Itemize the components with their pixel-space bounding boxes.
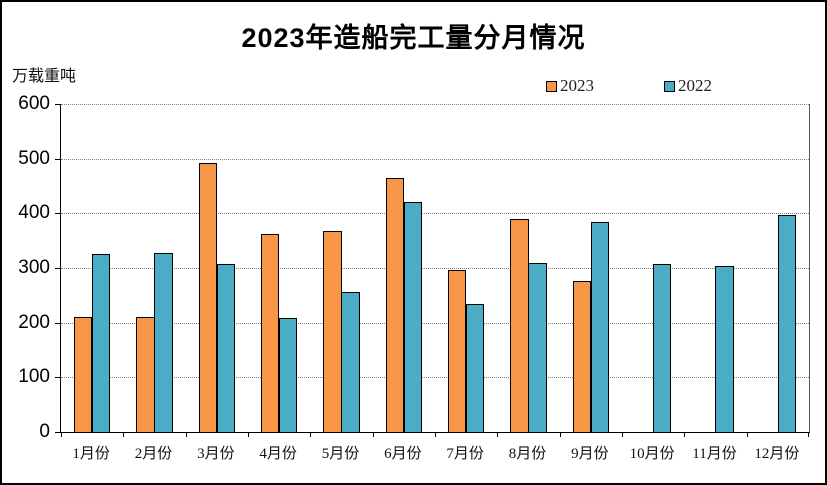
bar-2022-12月份 [777,214,797,432]
bar-2022-11月份 [715,266,734,432]
chart-title: 2023年造船完工量分月情况 [241,23,586,53]
y-axis-tick [55,322,61,324]
x-axis-label-5月份: 5月份 [321,446,360,462]
legend-item-2022: 2022 [664,76,712,96]
bar-2023-9月份 [572,281,592,432]
y-axis-unit-label: 万载重吨 [12,68,77,85]
gridline-100 [61,377,809,379]
y-axis-tick-label: 500 [18,147,50,169]
x-axis-tick [746,432,748,437]
x-axis-tick [808,432,809,437]
x-axis-tick [248,432,249,437]
y-axis-tick-label: 100 [18,366,50,388]
x-axis-label-7月份: 7月份 [446,446,484,462]
bar-2022-8月份 [528,262,547,432]
bar-2022-10月份 [653,263,672,432]
x-axis-label-4月份: 4月份 [259,446,297,462]
x-axis-label-10月份: 10月份 [629,446,675,462]
x-axis-tick [310,432,312,437]
x-axis-tick [123,432,125,437]
y-axis-tick-label: 200 [18,311,50,333]
bar-2023-4月份 [261,234,280,432]
x-axis-label-6月份: 6月份 [384,446,422,462]
bar-2022-3月份 [216,263,236,432]
x-axis-tick [497,432,499,437]
legend-swatch-2022 [664,80,675,92]
x-axis-tick [185,432,187,437]
x-axis-tick [372,432,374,437]
y-axis-tick [55,158,61,160]
x-axis-label-2月份: 2月份 [134,446,173,462]
x-axis-tick [559,432,561,437]
y-axis-tick [55,432,61,433]
x-axis-label-3月份: 3月份 [197,446,235,462]
legend-label-2023: 2023 [560,76,594,95]
legend-label-2022: 2022 [678,76,712,95]
gridline-200 [61,322,809,324]
bar-2023-5月份 [323,231,342,432]
y-axis-tick-label: 300 [18,257,50,278]
bar-2023-8月份 [510,219,529,432]
bar-2022-4月份 [279,317,298,432]
gridline-500 [61,158,809,160]
x-axis-tick [435,432,436,437]
x-axis-label-8月份: 8月份 [508,446,547,462]
y-axis-tick [55,268,61,269]
x-axis-label-11月份: 11月份 [692,446,737,462]
y-axis-tick [55,104,61,105]
y-axis-tick-label: 400 [18,202,50,224]
y-axis-tick [55,213,61,215]
x-axis-label-12月份: 12月份 [754,446,800,462]
y-axis-tick-label: 0 [39,421,50,442]
bar-2023-3月份 [198,162,218,432]
x-axis-label-9月份: 9月份 [571,446,609,462]
legend-swatch-2023 [546,80,557,92]
bar-2022-5月份 [341,292,360,432]
bar-2022-2月份 [154,253,173,432]
bar-2023-1月份 [74,316,93,432]
bar-2022-7月份 [466,304,485,432]
gridline-300 [61,268,809,269]
x-axis-label-1月份: 1月份 [72,446,110,462]
plot-area [55,104,810,437]
gridline-400 [61,213,809,215]
x-axis-tick [622,432,623,437]
x-axis-tick [61,432,62,437]
bar-2022-1月份 [92,254,111,432]
bar-2022-6月份 [403,201,423,432]
bar-2023-7月份 [448,270,467,432]
y-axis-tick [55,377,61,379]
bar-2023-2月份 [136,316,155,432]
x-axis-tick [684,432,686,437]
legend-item-2023: 2023 [546,76,594,96]
bar-2023-6月份 [385,178,405,432]
bar-2022-9月份 [590,221,610,432]
gridline-600 [61,104,809,105]
y-axis-tick-label: 600 [18,93,50,114]
